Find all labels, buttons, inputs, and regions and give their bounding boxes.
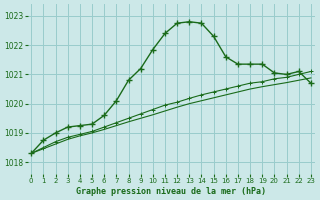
X-axis label: Graphe pression niveau de la mer (hPa): Graphe pression niveau de la mer (hPa) bbox=[76, 187, 266, 196]
